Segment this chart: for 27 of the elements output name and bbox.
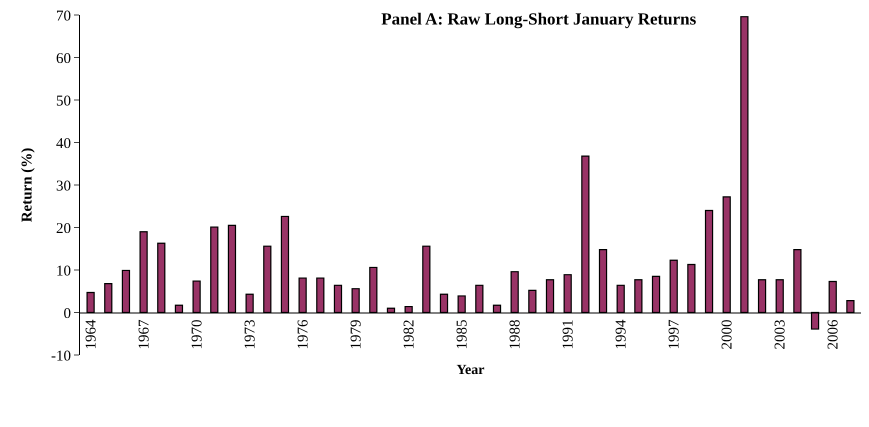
x-tick-label: 1994 [614, 319, 630, 350]
x-tick-label: 1979 [348, 320, 365, 350]
x-tick-label: 1997 [666, 319, 683, 350]
x-tick-label: 1973 [242, 320, 259, 350]
x-tick-label: 2003 [772, 320, 789, 350]
x-tick-label: 1964 [83, 319, 100, 350]
y-tick-label: 40 [56, 136, 71, 152]
y-axis-title: Return (%) [19, 148, 36, 222]
y-tick-label: 70 [56, 8, 71, 24]
x-tick-label: 1982 [402, 320, 418, 350]
x-tick-label: 1985 [454, 320, 471, 350]
x-tick-label: 1967 [136, 319, 152, 350]
y-tick-label: -10 [51, 348, 71, 364]
y-tick-label: 0 [64, 306, 71, 322]
x-tick-label: 1991 [560, 320, 577, 350]
chart-title: Panel A: Raw Long-Short January Returns [381, 10, 697, 29]
y-tick-label: 20 [56, 220, 71, 237]
x-tick-label: 2006 [826, 319, 842, 350]
y-tick-label: 60 [56, 50, 71, 67]
x-axis-title: Year [456, 362, 484, 378]
y-tick-label: 10 [56, 263, 71, 280]
y-tick-label: 50 [56, 93, 71, 110]
x-tick-label: 2000 [720, 320, 736, 350]
y-tick-label: 30 [56, 178, 71, 194]
x-tick-label: 1970 [189, 320, 206, 350]
x-tick-label: 1976 [296, 319, 312, 350]
x-tick-label: 1988 [508, 320, 524, 350]
